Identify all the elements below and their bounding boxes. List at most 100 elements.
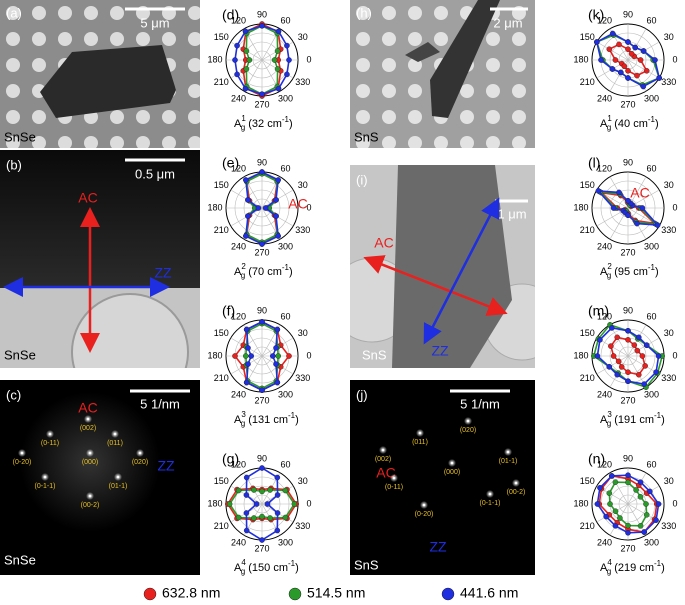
angle-label: 120 <box>231 15 246 25</box>
diffraction-spot <box>88 494 92 498</box>
angle-label: 30 <box>664 32 674 42</box>
data-point <box>255 205 262 211</box>
angle-label: 300 <box>278 93 293 103</box>
angle-label: 90 <box>623 9 633 19</box>
angle-label: 0 <box>306 202 311 212</box>
angle-label: 0 <box>672 202 677 212</box>
mode: A <box>600 118 608 130</box>
data-point <box>656 75 662 81</box>
mode-sub: g <box>241 567 245 576</box>
panel-label: (k) <box>588 7 604 23</box>
grid-spoke <box>627 59 660 79</box>
caption: A2 g (70 cm-1) <box>234 262 293 280</box>
data-point <box>242 233 249 239</box>
grid-spoke <box>596 41 629 61</box>
data-point <box>643 68 650 74</box>
angle-label: 30 <box>298 328 308 338</box>
data-point <box>242 177 249 183</box>
data-point <box>636 334 642 341</box>
data-point <box>273 197 279 203</box>
angle-label: 210 <box>214 77 229 87</box>
mode-sub: g <box>607 271 611 280</box>
angle-label: 90 <box>623 157 633 167</box>
mode-sub: g <box>241 271 245 280</box>
angle-label: 270 <box>620 395 635 405</box>
data-point <box>609 66 616 72</box>
panel-label: (n) <box>588 451 605 467</box>
frequency-end: ) <box>655 266 659 278</box>
panel-label: (m) <box>588 303 609 319</box>
data-point <box>226 501 233 507</box>
frequency-sup: -1 <box>654 411 662 420</box>
data-point <box>625 197 631 204</box>
ac-label: AC <box>374 235 393 251</box>
data-point <box>625 479 631 486</box>
data-point <box>243 48 250 54</box>
ac-label: AC <box>288 196 307 212</box>
data-point <box>607 501 613 507</box>
frequency: (40 cm <box>614 118 648 130</box>
angle-label: 0 <box>672 54 677 64</box>
data-point <box>242 85 249 92</box>
diffraction-spot <box>392 476 396 480</box>
angle-label: 30 <box>298 180 308 190</box>
angle-label: 270 <box>620 99 635 109</box>
ac-label: AC <box>78 400 97 416</box>
angle-label: 300 <box>644 241 659 251</box>
data-point <box>634 347 641 354</box>
legend-label: 514.5 nm <box>307 585 365 601</box>
sample-label: SnSe <box>4 552 36 567</box>
sample-label: SnS <box>362 347 387 362</box>
angle-label: 60 <box>646 163 656 173</box>
angle-label: 30 <box>664 180 674 190</box>
data-point <box>653 369 659 376</box>
data-point <box>603 513 609 520</box>
spot-label: (011) <box>107 440 123 447</box>
data-point <box>606 490 613 497</box>
data-point <box>625 336 631 343</box>
angle-label: 60 <box>646 15 656 25</box>
diffraction-spot <box>422 503 426 507</box>
data-point <box>242 28 249 35</box>
data-point <box>637 57 644 63</box>
mode-sup: 3 <box>607 410 612 419</box>
data-point <box>640 83 647 90</box>
angle-label: 270 <box>254 395 269 405</box>
data-point <box>262 205 269 211</box>
frequency-sup: -1 <box>282 115 290 124</box>
spot-label: (000) <box>444 469 460 476</box>
frequency: (191 cm <box>614 414 654 426</box>
data-point <box>609 473 615 479</box>
data-point <box>264 501 271 507</box>
data-point <box>614 334 621 341</box>
data-point <box>235 487 242 494</box>
zz-label: ZZ <box>154 265 172 281</box>
data-point <box>286 353 292 359</box>
diffraction-spot <box>381 448 385 452</box>
data-point <box>243 527 250 534</box>
data-point <box>616 41 622 48</box>
data-point <box>612 57 619 63</box>
angle-label: 0 <box>306 350 311 360</box>
angle-label: 60 <box>646 311 656 321</box>
angle-label: 240 <box>597 93 612 103</box>
panel-b: (b) 0.5 μm AC ZZ SnSe <box>0 150 200 368</box>
angle-label: 210 <box>214 521 229 531</box>
angle-label: 270 <box>254 99 269 109</box>
grid-spoke <box>627 485 660 505</box>
sample-label: SnSe <box>4 347 36 362</box>
data-point <box>594 353 601 359</box>
angle-label: 150 <box>214 328 229 338</box>
scale-label: 1 μm <box>497 206 526 221</box>
angle-label: 60 <box>280 163 290 173</box>
data-point <box>597 484 603 491</box>
data-point <box>598 57 604 63</box>
data-point <box>259 22 265 29</box>
caption: A4 g (219 cm-1) <box>600 558 665 576</box>
data-point <box>610 353 617 359</box>
sample-label: SnS <box>354 129 379 144</box>
data-point <box>243 379 250 386</box>
